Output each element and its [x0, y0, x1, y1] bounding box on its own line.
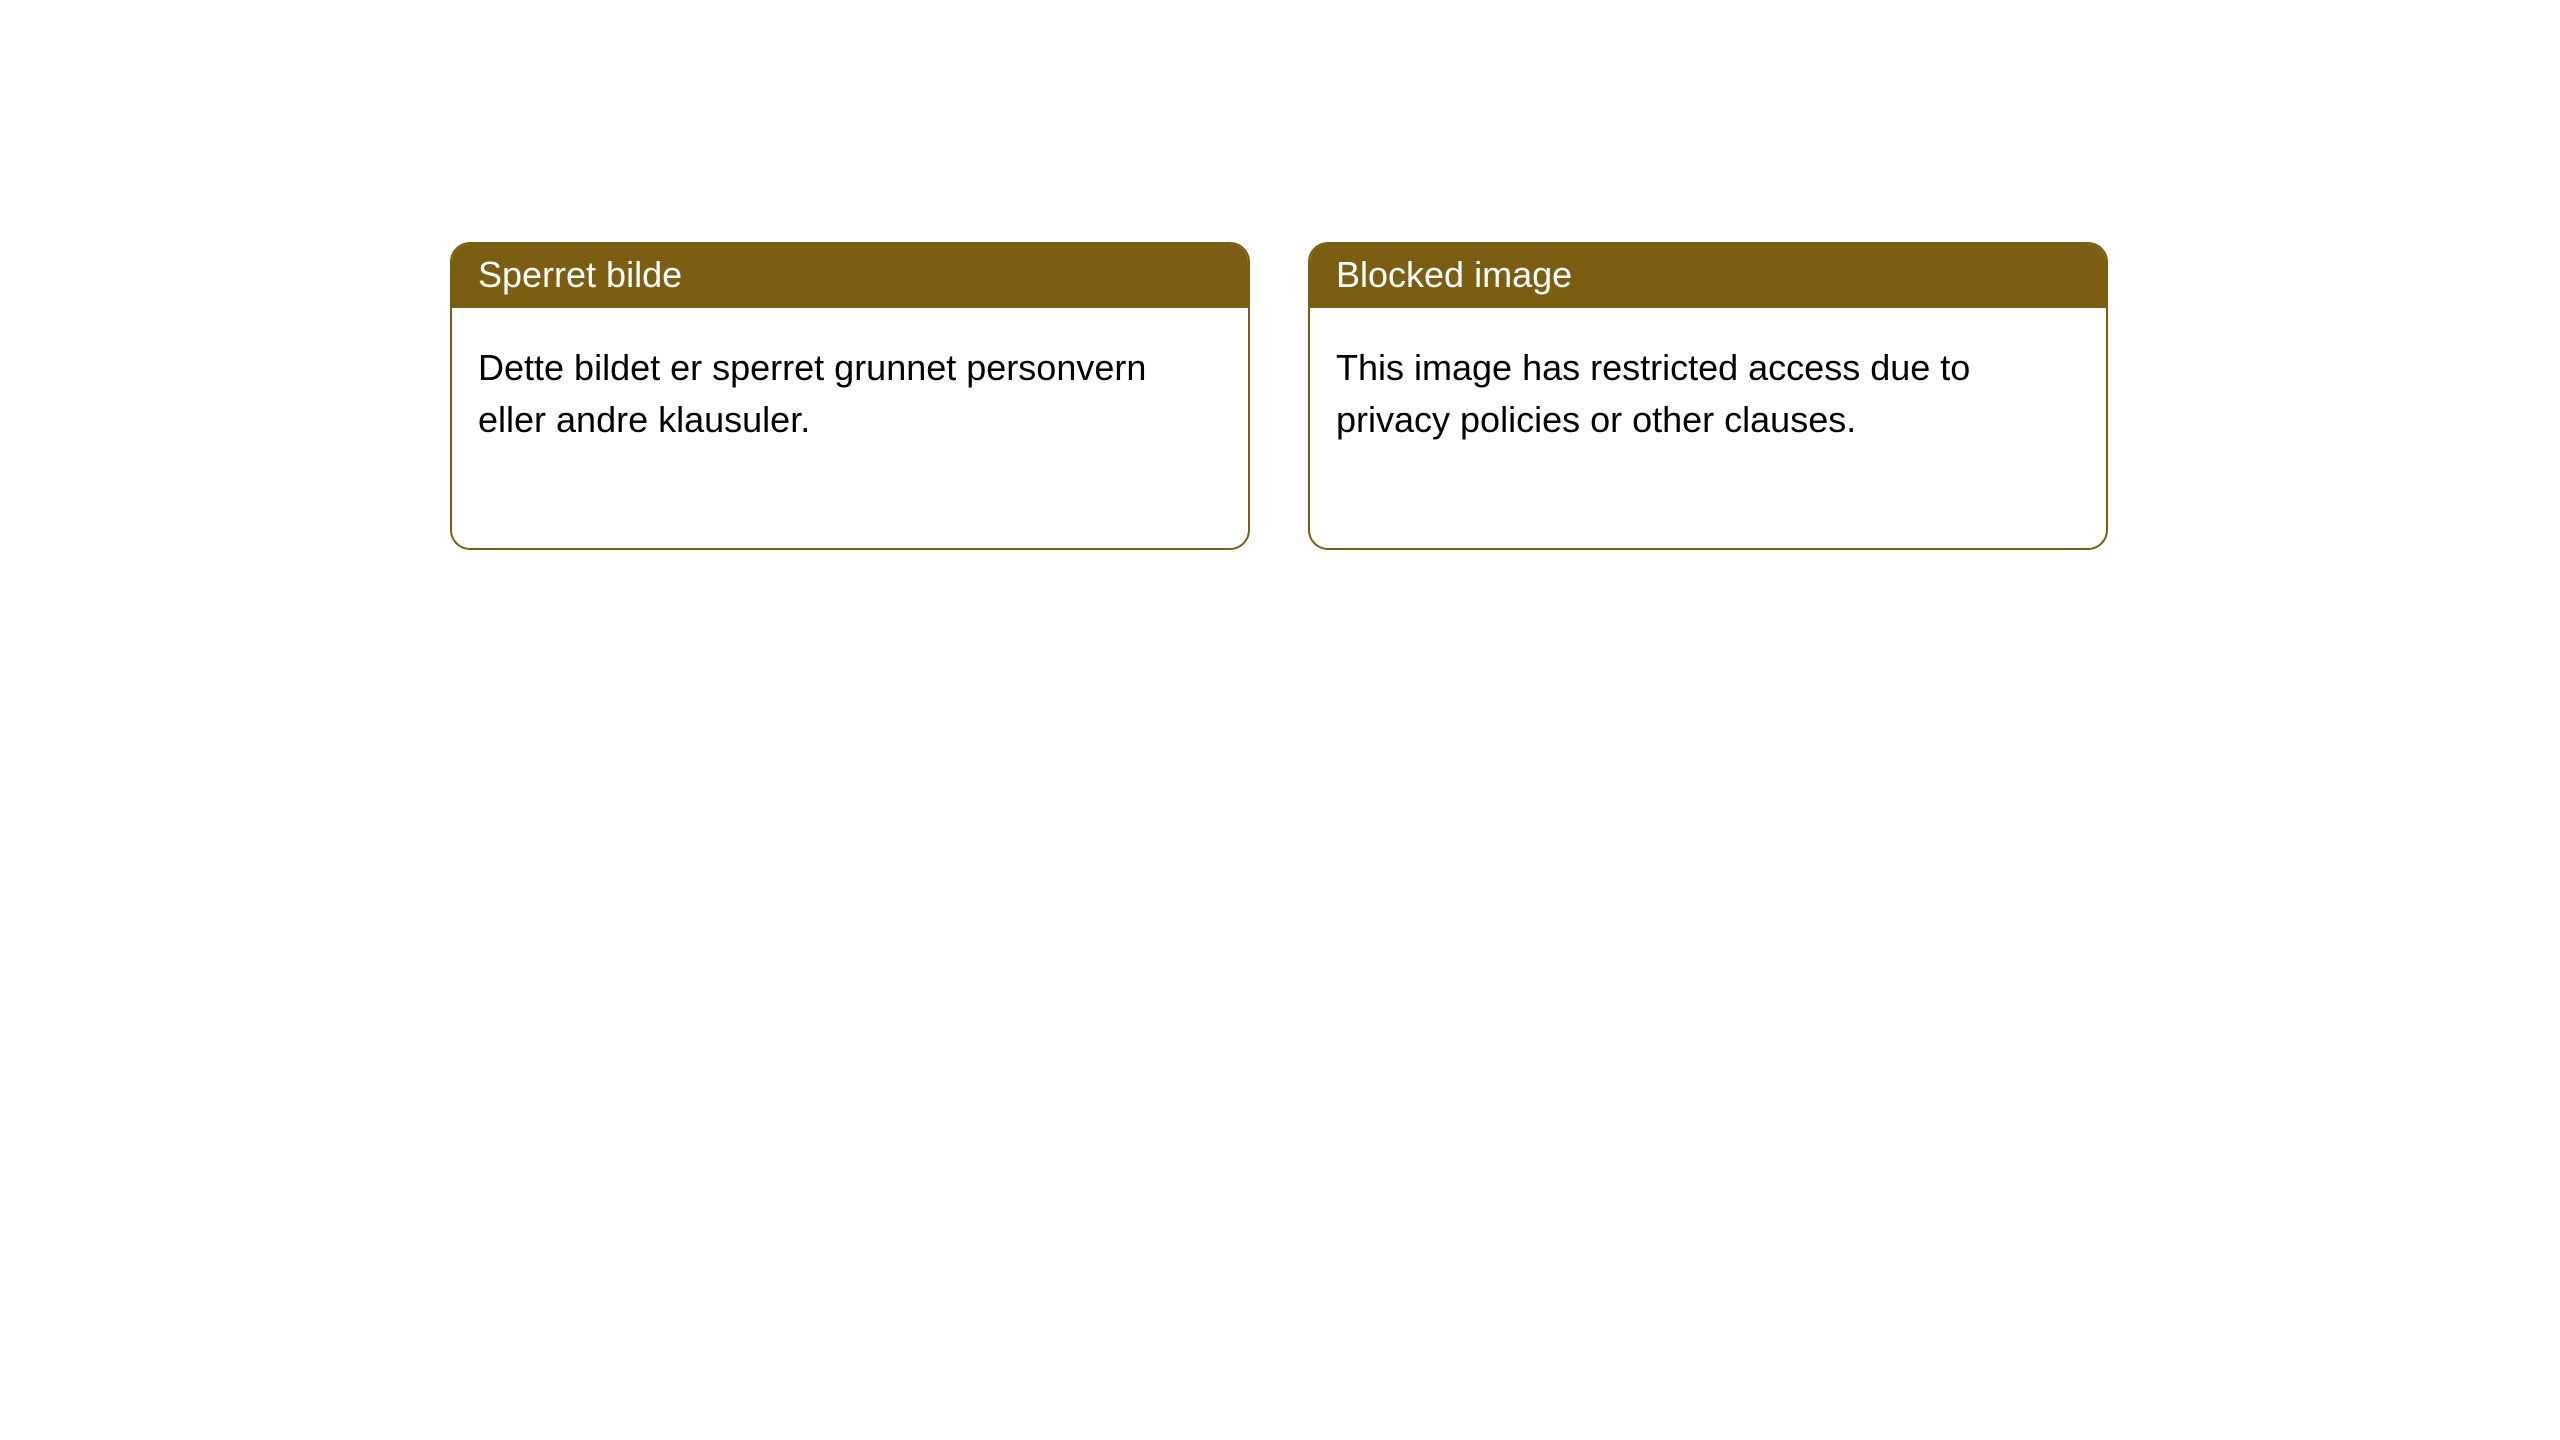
- notice-card-norwegian: Sperret bilde Dette bildet er sperret gr…: [450, 242, 1250, 550]
- notice-title: Blocked image: [1336, 254, 1572, 295]
- notice-header: Sperret bilde: [452, 244, 1248, 308]
- notice-header: Blocked image: [1310, 244, 2106, 308]
- notice-body: Dette bildet er sperret grunnet personve…: [452, 308, 1248, 548]
- notice-body-text: Dette bildet er sperret grunnet personve…: [478, 347, 1146, 440]
- notice-body: This image has restricted access due to …: [1310, 308, 2106, 548]
- notice-body-text: This image has restricted access due to …: [1336, 347, 1970, 440]
- notice-card-english: Blocked image This image has restricted …: [1308, 242, 2108, 550]
- notice-title: Sperret bilde: [478, 254, 682, 295]
- notice-container: Sperret bilde Dette bildet er sperret gr…: [0, 0, 2560, 550]
